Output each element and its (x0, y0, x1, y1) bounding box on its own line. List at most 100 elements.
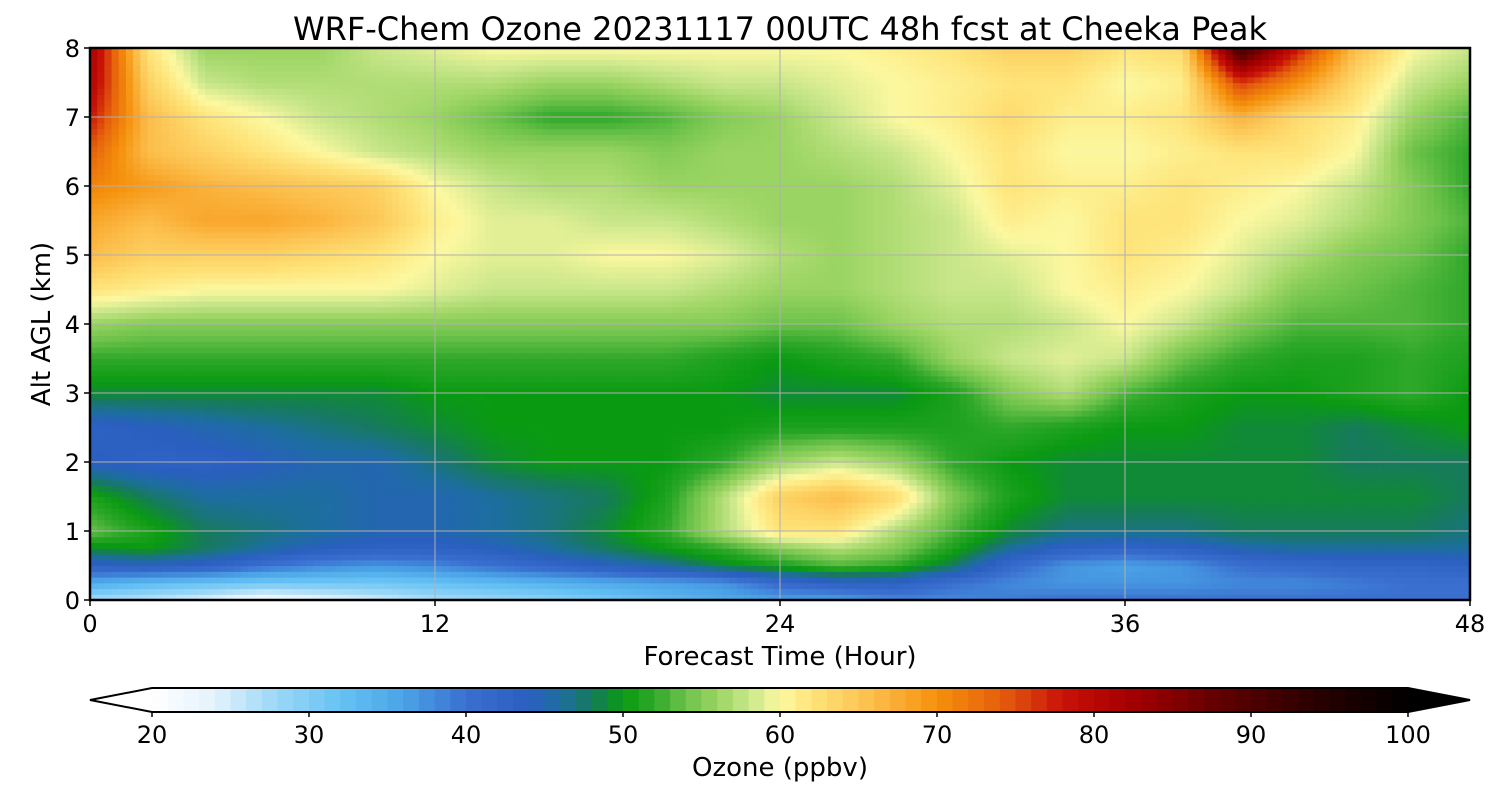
heatmap-cell (528, 571, 536, 577)
heatmap-cell (1089, 589, 1097, 595)
heatmap-cell (909, 543, 917, 549)
heatmap-cell (1039, 589, 1047, 595)
heatmap-cell (809, 583, 817, 589)
heatmap-cell (694, 537, 702, 543)
heatmap-cell (1183, 537, 1191, 543)
heatmap-cell (1405, 491, 1413, 497)
heatmap-cell (234, 531, 242, 537)
heatmap-cell (564, 485, 572, 491)
heatmap-cell (291, 520, 299, 526)
heatmap-cell (1434, 514, 1442, 520)
heatmap-cell (715, 468, 723, 474)
heatmap-cell (1175, 468, 1183, 474)
heatmap-cell (1240, 474, 1248, 480)
heatmap-cell (1233, 451, 1241, 457)
heatmap-cell (622, 497, 630, 503)
heatmap-cell (845, 479, 853, 485)
heatmap-cell (679, 583, 687, 589)
heatmap-cell (1082, 520, 1090, 526)
heatmap-cell (334, 474, 342, 480)
heatmap-cell (162, 468, 170, 474)
heatmap-cell (1190, 554, 1198, 560)
heatmap-cell (1290, 548, 1298, 554)
heatmap-cell (162, 462, 170, 468)
heatmap-cell (593, 560, 601, 566)
heatmap-cell (126, 514, 134, 520)
heatmap-cell (543, 462, 551, 468)
heatmap-cell (1355, 451, 1363, 457)
heatmap-cell (385, 520, 393, 526)
heatmap-cell (155, 479, 163, 485)
heatmap-cell (435, 520, 443, 526)
heatmap-cell (1103, 491, 1111, 497)
heatmap-cell (442, 520, 450, 526)
heatmap-cell (658, 543, 666, 549)
heatmap-cell (370, 520, 378, 526)
heatmap-cell (162, 474, 170, 480)
heatmap-cell (586, 566, 594, 572)
heatmap-cell (140, 479, 148, 485)
heatmap-cell (608, 502, 616, 508)
heatmap-cell (363, 589, 371, 595)
heatmap-cell (1089, 554, 1097, 560)
heatmap-cell (1427, 560, 1435, 566)
heatmap-cell (1391, 502, 1399, 508)
heatmap-cell (1254, 451, 1262, 457)
heatmap-cell (773, 451, 781, 457)
heatmap-cell (176, 462, 184, 468)
heatmap-cell (845, 474, 853, 480)
heatmap-cell (1398, 502, 1406, 508)
heatmap-cell (392, 502, 400, 508)
heatmap-cell (751, 571, 759, 577)
heatmap-cell (1190, 468, 1198, 474)
heatmap-cell (1434, 566, 1442, 572)
heatmap-cell (1405, 514, 1413, 520)
heatmap-cell (1053, 589, 1061, 595)
heatmap-cell (227, 485, 235, 491)
heatmap-cell (327, 566, 335, 572)
heatmap-cell (493, 514, 501, 520)
heatmap-cell (1218, 479, 1226, 485)
heatmap-cell (723, 531, 731, 537)
heatmap-cell (212, 548, 220, 554)
heatmap-cell (1218, 451, 1226, 457)
heatmap-cell (852, 577, 860, 583)
heatmap-cell (902, 479, 910, 485)
heatmap-cell (392, 589, 400, 595)
heatmap-cell (751, 485, 759, 491)
heatmap-cell (263, 548, 271, 554)
heatmap-cell (658, 462, 666, 468)
heatmap-cell (996, 479, 1004, 485)
heatmap-cell (435, 514, 443, 520)
heatmap-cell (1075, 502, 1083, 508)
heatmap-cell (564, 560, 572, 566)
heatmap-cell (787, 485, 795, 491)
heatmap-cell (1420, 502, 1428, 508)
heatmap-cell (615, 462, 623, 468)
heatmap-cell (212, 502, 220, 508)
heatmap-cell (349, 554, 357, 560)
heatmap-cell (421, 462, 429, 468)
heatmap-cell (794, 531, 802, 537)
heatmap-cell (981, 543, 989, 549)
heatmap-cell (967, 514, 975, 520)
heatmap-cell (981, 485, 989, 491)
heatmap-cell (1218, 571, 1226, 577)
heatmap-cell (1369, 491, 1377, 497)
heatmap-cell (988, 520, 996, 526)
heatmap-cell (744, 531, 752, 537)
heatmap-cell (255, 508, 263, 514)
heatmap-cell (406, 474, 414, 480)
heatmap-cell (974, 497, 982, 503)
heatmap-cell (909, 520, 917, 526)
heatmap-cell (1168, 485, 1176, 491)
heatmap-cell (241, 571, 249, 577)
heatmap-cell (845, 566, 853, 572)
heatmap-cell (773, 474, 781, 480)
heatmap-cell (241, 514, 249, 520)
heatmap-cell (1075, 566, 1083, 572)
heatmap-cell (564, 479, 572, 485)
heatmap-cell (442, 502, 450, 508)
heatmap-cell (255, 548, 263, 554)
heatmap-cell (730, 589, 738, 595)
